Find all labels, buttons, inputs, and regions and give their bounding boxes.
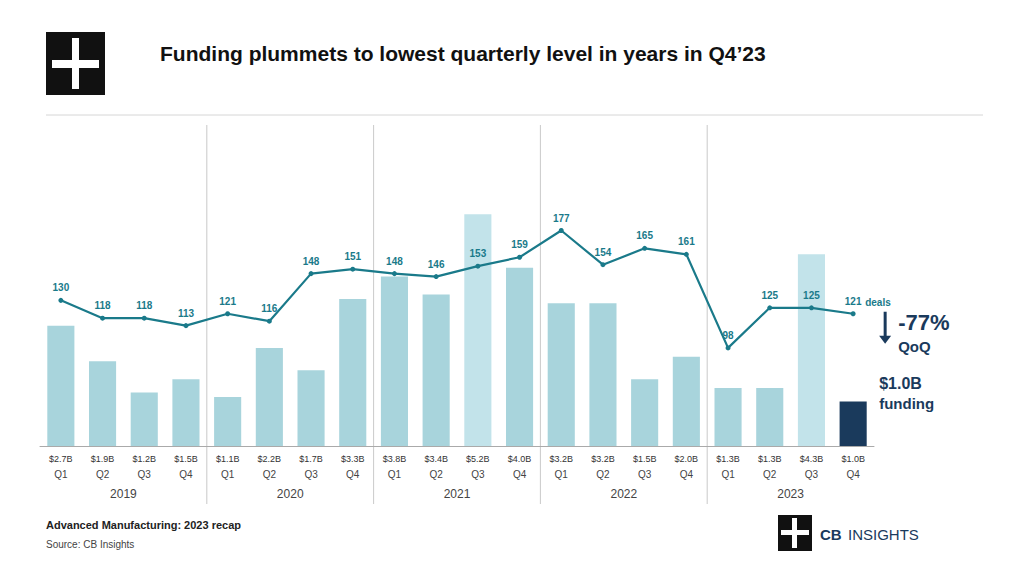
svg-text:$1.2B: $1.2B [132,454,156,464]
svg-text:148: 148 [303,256,320,267]
svg-text:QoQ: QoQ [898,338,931,355]
svg-text:2021: 2021 [444,487,471,501]
svg-text:Q3: Q3 [805,469,819,480]
svg-text:$1.9B: $1.9B [91,454,115,464]
svg-text:Q4: Q4 [513,469,527,480]
svg-text:$1.0B: $1.0B [879,375,922,392]
svg-text:$4.3B: $4.3B [800,454,824,464]
svg-text:$3.4B: $3.4B [424,454,448,464]
svg-text:Q2: Q2 [429,469,443,480]
svg-text:125: 125 [803,290,820,301]
svg-text:Q4: Q4 [179,469,193,480]
svg-text:Advanced Manufacturing: 2023 r: Advanced Manufacturing: 2023 recap [46,519,241,531]
svg-text:Q2: Q2 [596,469,610,480]
svg-text:148: 148 [386,256,403,267]
svg-text:Q1: Q1 [54,469,68,480]
svg-text:$1.3B: $1.3B [716,454,740,464]
svg-text:funding: funding [879,395,934,412]
svg-text:154: 154 [595,247,612,258]
svg-text:Q1: Q1 [388,469,402,480]
svg-text:2023: 2023 [777,487,804,501]
svg-text:CB: CB [820,526,842,543]
svg-text:165: 165 [636,230,653,241]
svg-text:Q4: Q4 [346,469,360,480]
svg-text:177: 177 [553,213,570,224]
svg-text:118: 118 [94,300,111,311]
svg-text:$3.3B: $3.3B [341,454,365,464]
svg-text:153: 153 [470,248,487,259]
svg-text:$1.5B: $1.5B [633,454,657,464]
svg-text:-77%: -77% [898,310,949,335]
svg-text:$1.3B: $1.3B [758,454,782,464]
svg-text:118: 118 [136,300,153,311]
svg-text:Q1: Q1 [221,469,235,480]
svg-text:$2.0B: $2.0B [675,454,699,464]
svg-text:146: 146 [428,259,445,270]
svg-text:$1.1B: $1.1B [216,454,240,464]
svg-text:2022: 2022 [610,487,637,501]
svg-text:113: 113 [178,308,195,319]
svg-text:$5.2B: $5.2B [466,454,490,464]
svg-text:Funding plummets to lowest qua: Funding plummets to lowest quarterly lev… [160,42,766,65]
svg-text:Source: CB Insights: Source: CB Insights [46,539,134,550]
svg-text:Q2: Q2 [763,469,777,480]
svg-text:161: 161 [678,236,695,247]
svg-text:2019: 2019 [110,487,137,501]
svg-text:98: 98 [722,330,734,341]
svg-text:Q3: Q3 [304,469,318,480]
svg-text:$1.7B: $1.7B [299,454,323,464]
svg-text:Q1: Q1 [555,469,569,480]
svg-text:$3.2B: $3.2B [591,454,615,464]
svg-text:$3.2B: $3.2B [549,454,573,464]
svg-text:$3.8B: $3.8B [383,454,407,464]
svg-text:Q3: Q3 [471,469,485,480]
svg-text:121: 121 [219,296,236,307]
svg-text:121: 121 [845,296,862,307]
svg-text:125: 125 [761,290,778,301]
svg-text:Q3: Q3 [638,469,652,480]
svg-text:Q1: Q1 [721,469,735,480]
svg-text:$2.2B: $2.2B [258,454,282,464]
svg-text:INSIGHTS: INSIGHTS [848,526,919,543]
svg-text:151: 151 [344,251,361,262]
svg-text:116: 116 [261,303,278,314]
svg-text:Q3: Q3 [138,469,152,480]
svg-text:$1.0B: $1.0B [841,454,865,464]
svg-text:deals: deals [865,297,891,308]
svg-text:2020: 2020 [277,487,304,501]
svg-text:$4.0B: $4.0B [508,454,532,464]
svg-text:130: 130 [53,282,70,293]
svg-text:Q2: Q2 [96,469,110,480]
svg-text:Q4: Q4 [680,469,694,480]
svg-text:$2.7B: $2.7B [49,454,73,464]
svg-text:Q2: Q2 [263,469,277,480]
svg-text:$1.5B: $1.5B [174,454,198,464]
svg-text:159: 159 [511,239,528,250]
svg-text:Q4: Q4 [846,469,860,480]
